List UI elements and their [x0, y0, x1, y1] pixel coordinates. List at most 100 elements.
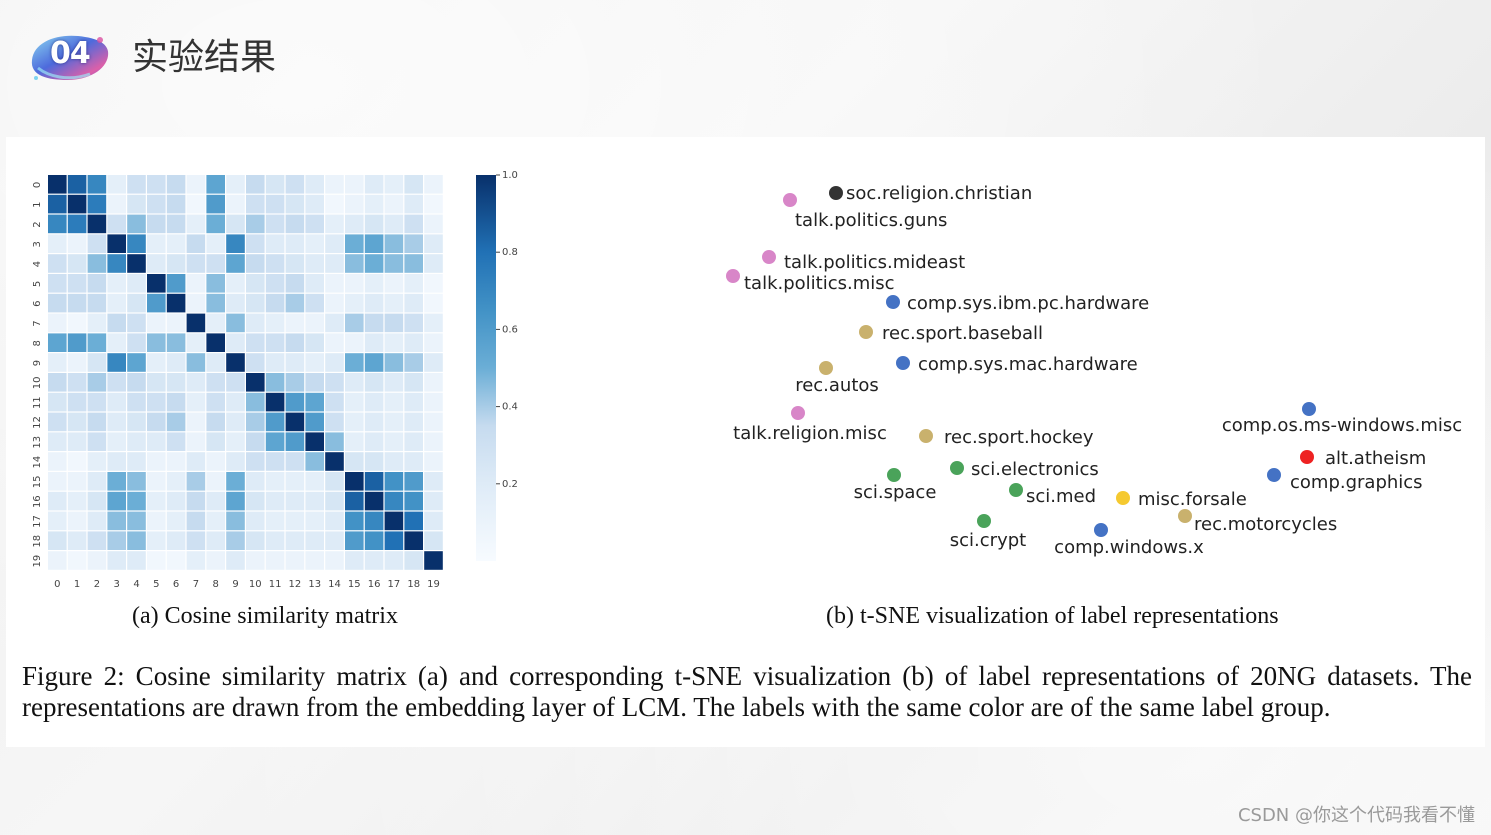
heatmap-cell: [404, 214, 423, 234]
heatmap-cell: [285, 551, 305, 570]
heatmap-row-tick: 0: [32, 182, 43, 188]
heatmap-cell: [226, 254, 245, 273]
heatmap-cell: [265, 175, 285, 194]
heatmap-cell: [127, 214, 146, 234]
heatmap-cell: [345, 333, 364, 352]
heatmap-cell: [206, 491, 225, 511]
tsne-point: [783, 193, 797, 207]
colorbar-tick-label: 0.8: [502, 247, 518, 258]
heatmap-cell: [87, 511, 107, 531]
heatmap-cell: [345, 373, 364, 392]
heatmap-cell: [67, 491, 87, 511]
heatmap-cell: [186, 254, 206, 273]
heatmap-cell: [404, 373, 423, 392]
heatmap-cell: [48, 175, 67, 194]
colorbar-tick-label: 1.0: [502, 170, 518, 181]
heatmap-cell: [384, 491, 404, 511]
heatmap-cell: [107, 412, 126, 432]
heatmap-cell: [226, 313, 245, 333]
tsne-point: [1267, 468, 1281, 482]
heatmap-cell: [384, 412, 404, 432]
heatmap-cell: [67, 293, 87, 313]
heatmap-cell: [424, 531, 443, 550]
heatmap-cell: [285, 452, 305, 471]
heatmap-cell: [87, 333, 107, 352]
heatmap-cell: [147, 293, 166, 313]
heatmap-cell: [305, 214, 324, 234]
heatmap-cell: [48, 214, 67, 234]
heatmap-cell: [67, 254, 87, 273]
heatmap-cell: [345, 353, 364, 372]
heatmap-cell: [186, 175, 206, 194]
heatmap-cell: [345, 175, 364, 194]
heatmap-cell: [48, 472, 67, 491]
heatmap-cell: [226, 472, 245, 491]
heatmap-cell: [384, 274, 404, 293]
heatmap-cell: [147, 531, 166, 550]
heatmap-cell: [166, 234, 186, 253]
heatmap-cell: [186, 353, 206, 372]
heatmap-cell: [147, 551, 166, 570]
heatmap-cell: [345, 254, 364, 273]
tsne-point: [726, 269, 740, 283]
heatmap-cell: [285, 412, 305, 432]
heatmap-cell: [305, 254, 324, 273]
heatmap-cell: [305, 234, 324, 253]
tsne-point-label: comp.graphics: [1290, 472, 1423, 493]
heatmap-cell: [345, 194, 364, 214]
heatmap-cell: [127, 432, 146, 451]
heatmap-row-tick: 17: [32, 515, 43, 528]
heatmap-cell: [325, 234, 344, 253]
heatmap-cell: [166, 432, 186, 451]
heatmap-cell: [424, 293, 443, 313]
heatmap-cell: [67, 194, 87, 214]
tsne-point: [919, 429, 933, 443]
heatmap-cell: [166, 412, 186, 432]
heatmap-cell: [127, 333, 146, 352]
heatmap-cell: [226, 353, 245, 372]
heatmap-cell: [246, 412, 265, 432]
heatmap-col-tick: 13: [308, 579, 321, 587]
heatmap-cell: [404, 412, 423, 432]
heatmap-cell: [166, 472, 186, 491]
heatmap-cell: [67, 214, 87, 234]
heatmap-col-tick: 16: [368, 579, 381, 587]
heatmap-cell: [127, 313, 146, 333]
heatmap-col-tick: 0: [54, 579, 60, 587]
tsne-point: [1009, 483, 1023, 497]
heatmap-cell: [384, 175, 404, 194]
heatmap-cell: [345, 472, 364, 491]
heatmap-cell: [226, 392, 245, 412]
heatmap-cell: [325, 392, 344, 412]
heatmap-cell: [166, 373, 186, 392]
heatmap-cell: [147, 472, 166, 491]
heatmap-cell: [384, 452, 404, 471]
heatmap-cell: [127, 175, 146, 194]
heatmap-cell: [345, 234, 364, 253]
tsne-point: [762, 250, 776, 264]
heatmap-cell: [384, 353, 404, 372]
heatmap-cell: [384, 333, 404, 352]
heatmap-cell: [384, 551, 404, 570]
heatmap-row-tick: 12: [32, 416, 43, 429]
colorbar-tick-label: 0.4: [502, 402, 518, 413]
heatmap-cell: [246, 373, 265, 392]
heatmap-cell: [206, 412, 225, 432]
heatmap-cell: [364, 194, 384, 214]
heatmap-cell: [48, 511, 67, 531]
heatmap-cell: [404, 234, 423, 253]
tsne-point-label: sci.med: [1026, 486, 1096, 507]
heatmap-cell: [186, 452, 206, 471]
heatmap-cell: [246, 392, 265, 412]
heatmap-cell: [246, 274, 265, 293]
heatmap-cell: [87, 293, 107, 313]
heatmap-cell: [48, 373, 67, 392]
heatmap-cell: [107, 214, 126, 234]
tsne-point: [977, 514, 991, 528]
heatmap-col-tick: 1: [74, 579, 80, 587]
heatmap-cell: [424, 353, 443, 372]
figure-panel: 0 1 2 3 4 5 6 7 8 9 10 11 12 13 14 15 16 17 18 19 0 1 2 3 4 5 6 7 8 9…: [6, 137, 1485, 747]
heatmap-cell: [364, 392, 384, 412]
tsne-point: [1178, 509, 1192, 523]
heatmap-cell: [246, 531, 265, 550]
